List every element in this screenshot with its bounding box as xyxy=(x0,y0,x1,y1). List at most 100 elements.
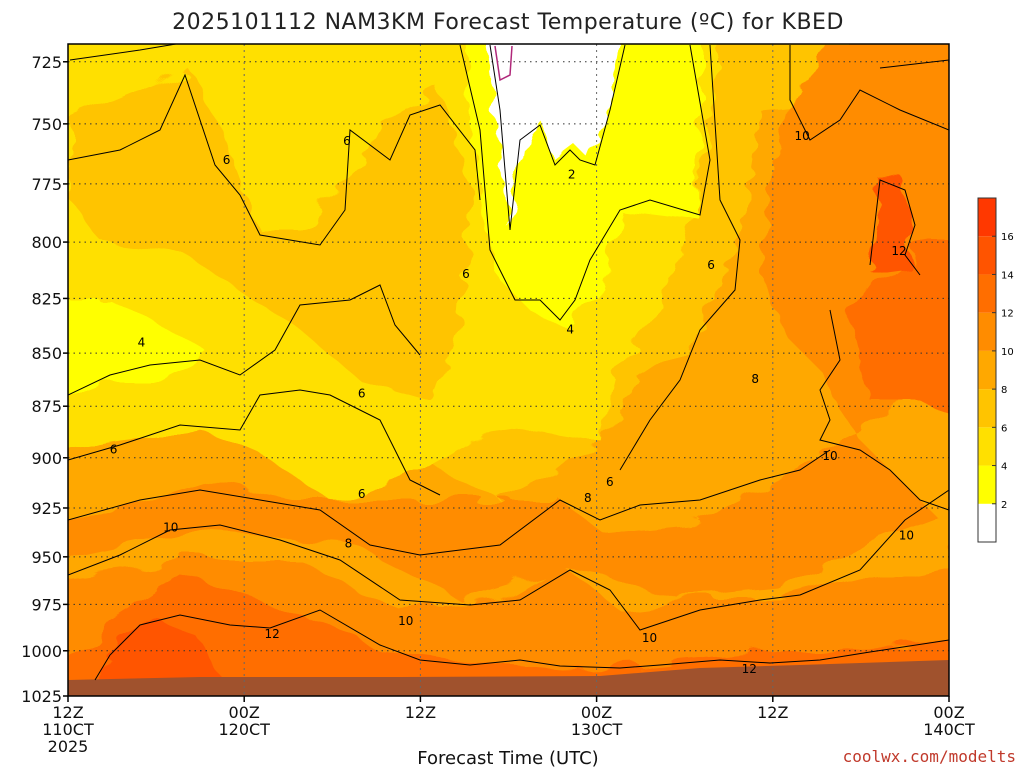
y-tick-label: 725 xyxy=(31,53,62,72)
contour-label: 12 xyxy=(742,662,757,676)
colorbar-label: 2 xyxy=(1001,500,1007,511)
contour-label: 10 xyxy=(795,129,810,143)
contour-line xyxy=(619,44,741,471)
contour-label: 6 xyxy=(606,475,614,489)
y-tick-label: 775 xyxy=(31,175,62,194)
contour-label: 4 xyxy=(566,322,574,336)
colorbar-swatch xyxy=(978,312,996,351)
colorbar-frame xyxy=(977,197,997,543)
contour-label: 12 xyxy=(264,627,279,641)
x-tick-label: 110CT xyxy=(42,720,94,739)
x-tick-label: 12Z xyxy=(52,703,83,722)
colorbar-swatch xyxy=(978,198,996,237)
colorbar-swatch xyxy=(978,350,996,390)
contour-label: 8 xyxy=(584,491,592,505)
contour-label: 10 xyxy=(822,449,837,463)
contour-line-zero xyxy=(494,45,513,82)
x-tick-label: 140CT xyxy=(923,720,975,739)
y-tick-label: 950 xyxy=(31,548,62,567)
contour-line xyxy=(459,44,711,321)
y-tick-label: 750 xyxy=(31,115,62,134)
contour-label: 6 xyxy=(462,267,470,281)
colorbar-label: 6 xyxy=(1001,423,1007,434)
contour-line xyxy=(68,389,441,496)
y-tick-label: 875 xyxy=(31,397,62,416)
x-tick-label: 00Z xyxy=(229,703,260,722)
colorbar-label: 8 xyxy=(1001,385,1007,396)
contour-label: 6 xyxy=(343,134,351,148)
band-0-2 xyxy=(484,44,623,230)
colorbar-swatch xyxy=(978,389,996,428)
contour-label: 12 xyxy=(891,244,906,258)
contour-line xyxy=(489,44,626,231)
band-14-16-right xyxy=(868,175,915,270)
colorbar-label: 16 xyxy=(1001,232,1014,243)
contour-line xyxy=(68,73,481,246)
ground-surface xyxy=(68,660,949,696)
colorbar-label: 10 xyxy=(1001,347,1014,358)
colorbar-label: 12 xyxy=(1001,309,1014,320)
contour-line xyxy=(819,309,949,511)
band-14-16 xyxy=(95,620,230,690)
contour-label: 10 xyxy=(899,528,914,542)
contour-line xyxy=(68,489,949,631)
colorbar-swatch xyxy=(978,503,996,542)
y-tick-label: 975 xyxy=(31,595,62,614)
chart-title: 2025101112 NAM3KM Forecast Temperature (… xyxy=(172,10,844,35)
contour-line xyxy=(69,44,180,61)
band-6-8-inner xyxy=(70,70,470,400)
contour-lines xyxy=(68,44,949,681)
contour-line xyxy=(68,284,421,396)
band-12-14 xyxy=(68,575,949,696)
contour-line xyxy=(869,179,921,276)
colorbar-swatch xyxy=(978,465,996,504)
y-tick-label: 925 xyxy=(31,499,62,518)
contour-label: 4 xyxy=(138,335,146,349)
plot-area xyxy=(68,44,949,696)
contour-line xyxy=(68,449,831,556)
colorbar-legend: 2 4 6 8 10 12 14 16 xyxy=(977,197,1014,543)
colorbar-swatch xyxy=(978,427,996,466)
band-10-12 xyxy=(68,44,949,696)
contour-line xyxy=(94,609,949,681)
x-axis-label: Forecast Time (UTC) xyxy=(417,748,598,768)
contour-line xyxy=(789,45,949,141)
colorbar-swatch xyxy=(978,236,996,275)
x-tick-label: 12Z xyxy=(405,703,436,722)
y-tick-label: 900 xyxy=(31,449,62,468)
colorbar-swatch xyxy=(978,274,996,313)
x-tick-label: 130CT xyxy=(571,720,623,739)
x-tick-label: 00Z xyxy=(581,703,612,722)
contour-label: 6 xyxy=(358,387,366,401)
y-tick-label: 800 xyxy=(31,233,62,252)
contour-label: 10 xyxy=(398,614,413,628)
colorbar-label: 4 xyxy=(1001,462,1007,473)
contour-label: 8 xyxy=(345,536,353,550)
band-2-4-left xyxy=(68,300,210,397)
contour-label: 6 xyxy=(358,487,366,501)
y-tick-label: 825 xyxy=(31,289,62,308)
band-12-14-right xyxy=(850,240,949,415)
x-tick-label: 12Z xyxy=(757,703,788,722)
plot-frame xyxy=(67,43,950,697)
contour-label: 6 xyxy=(707,258,715,272)
x-tick-label: 2025 xyxy=(48,737,89,756)
y-axis: 725 750 775 800 825 850 875 900 925 950 975 1000 102… xyxy=(21,53,68,706)
x-tick-label: 00Z xyxy=(933,703,964,722)
temperature-shading xyxy=(68,44,949,696)
x-tick-label: 120CT xyxy=(218,720,270,739)
y-tick-label: 850 xyxy=(31,344,62,363)
contour-label: 10 xyxy=(163,521,178,535)
contour-line xyxy=(879,59,949,69)
contour-label: 2 xyxy=(568,167,576,181)
y-tick-label: 1000 xyxy=(21,642,62,661)
colorbar-label: 14 xyxy=(1001,270,1014,281)
contour-label: 8 xyxy=(751,372,759,386)
contour-label: 6 xyxy=(223,153,231,167)
y-tick-label: 1025 xyxy=(21,687,62,706)
contour-label: 10 xyxy=(642,631,657,645)
contour-label: 6 xyxy=(110,443,118,457)
